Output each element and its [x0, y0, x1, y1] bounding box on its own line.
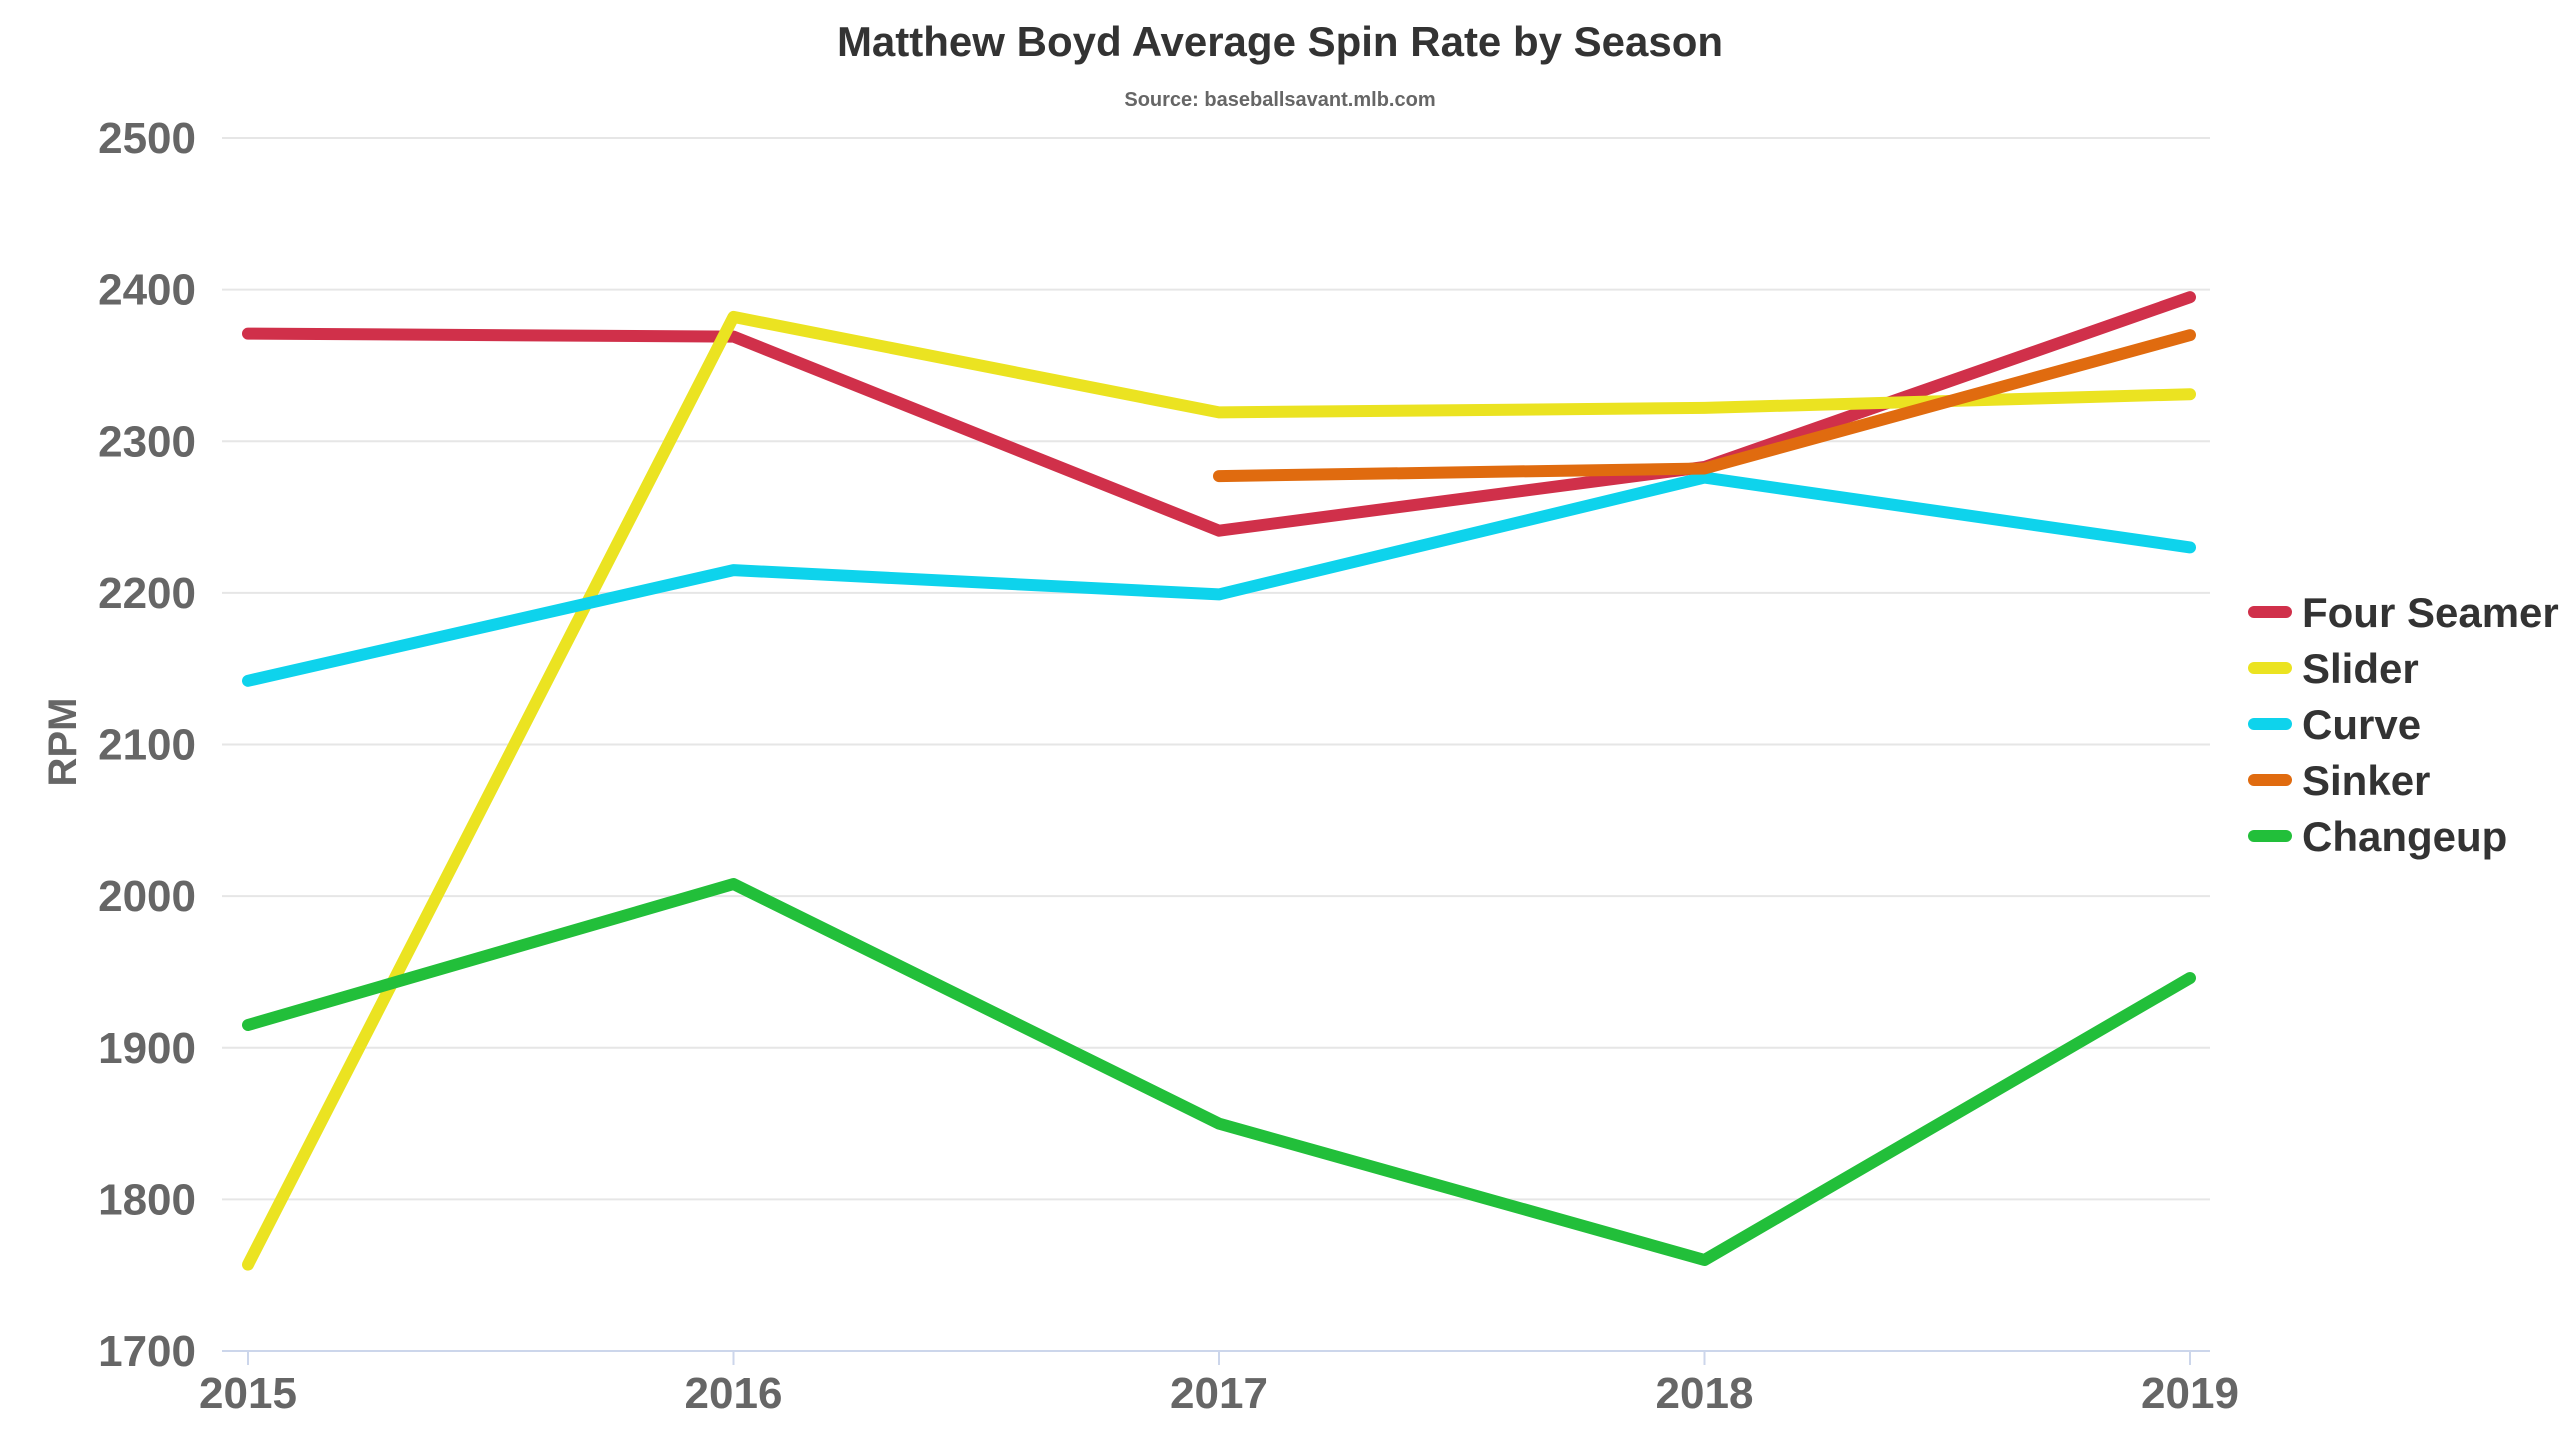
- legend-label-sinker[interactable]: Sinker: [2302, 757, 2430, 804]
- y-tick-label: 2400: [98, 266, 196, 315]
- series-line-sinker: [1213, 329, 2196, 483]
- legend-label-changeup[interactable]: Changeup: [2302, 813, 2507, 860]
- chart-subtitle: Source: baseballsavant.mlb.com: [1124, 89, 1435, 111]
- y-tick-label: 2500: [98, 114, 196, 163]
- y-tick-label: 2100: [98, 721, 196, 770]
- y-axis-label: RPM: [41, 698, 85, 787]
- x-tick-label: 2018: [1656, 1369, 1754, 1418]
- chart-title: Matthew Boyd Average Spin Rate by Season: [837, 18, 1723, 65]
- series-line-four-seamer: [242, 291, 2196, 537]
- gridlines: [222, 137, 2210, 1201]
- y-tick-label: 1900: [98, 1024, 196, 1073]
- series-line-changeup: [242, 878, 2196, 1266]
- y-tick-label: 1700: [98, 1327, 196, 1376]
- x-tick-label: 2015: [199, 1369, 297, 1418]
- y-tick-label: 2000: [98, 872, 196, 921]
- x-tick-label: 2017: [1170, 1369, 1268, 1418]
- legend: Four Seamer Slider Curve Sinker Changeup: [2248, 589, 2559, 860]
- x-tick-label: 2016: [685, 1369, 783, 1418]
- series-line-curve: [242, 471, 2196, 687]
- y-tick-label: 2200: [98, 569, 196, 618]
- y-tick-label: 2300: [98, 417, 196, 466]
- axes: 1700 1800 1900 2000 2100 2200 2300 2400 2500 2015…: [98, 114, 2239, 1418]
- legend-label-curve[interactable]: Curve: [2302, 701, 2421, 748]
- legend-label-four-seamer[interactable]: Four Seamer: [2302, 589, 2559, 636]
- y-tick-label: 1800: [98, 1175, 196, 1224]
- series-lines: [242, 291, 2196, 1271]
- x-tick-label: 2019: [2141, 1369, 2239, 1418]
- legend-label-slider[interactable]: Slider: [2302, 645, 2419, 692]
- series-line-slider: [242, 310, 2196, 1271]
